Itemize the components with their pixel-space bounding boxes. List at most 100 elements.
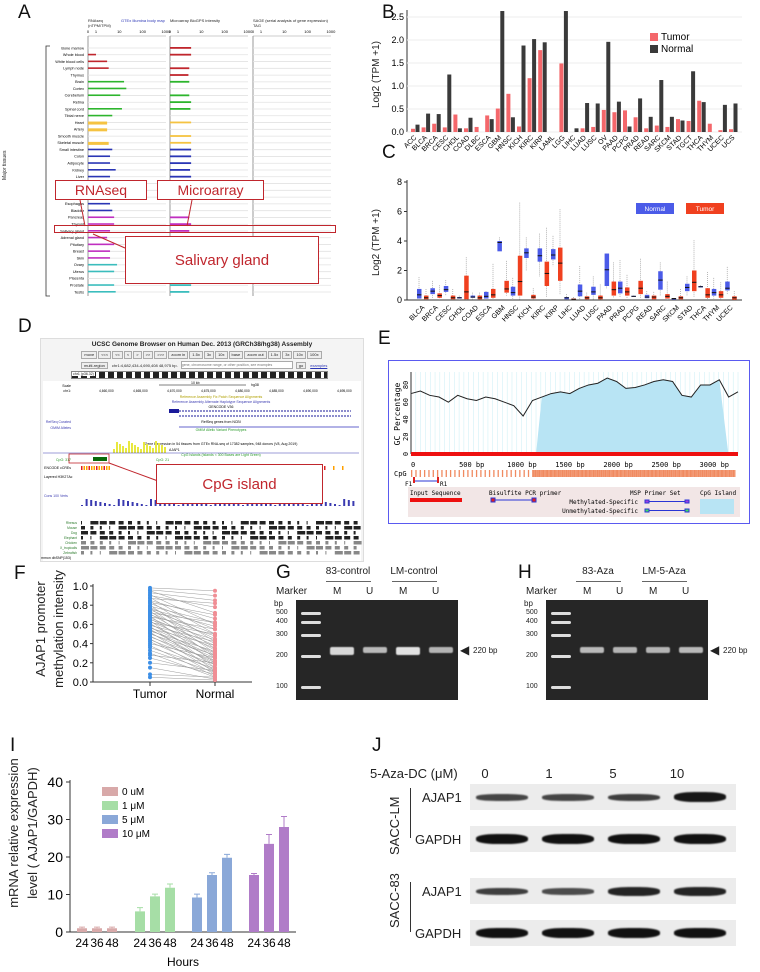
examples-link[interactable]: examples	[310, 362, 328, 368]
cons-bar	[205, 504, 208, 506]
cpg-site	[649, 470, 651, 477]
blot-strip	[470, 784, 736, 810]
msp-primer	[684, 499, 690, 504]
rnaseq-bar	[88, 243, 115, 246]
nav-button[interactable]: zoom out	[244, 351, 267, 359]
cpg-site	[696, 470, 698, 477]
alignment-block	[222, 531, 230, 535]
ladder-band	[551, 621, 571, 624]
nav-button[interactable]: 3x	[282, 351, 293, 359]
alignment-block	[297, 531, 306, 535]
cons-bar	[269, 504, 272, 506]
normal-point	[213, 678, 217, 683]
alignment-block	[316, 546, 323, 550]
alignment-block	[99, 526, 102, 530]
alignment-block	[118, 526, 127, 530]
alignment-block	[278, 521, 283, 525]
ladder-band	[551, 686, 571, 689]
nav-button[interactable]: 10x	[215, 351, 228, 359]
nav-button[interactable]: <	[123, 351, 133, 359]
microarray-bar	[170, 121, 192, 124]
cpg-site	[728, 470, 731, 477]
ladder-label: 100	[526, 683, 538, 690]
alignment-block	[193, 551, 201, 555]
pair-line	[149, 638, 216, 675]
legend-bisulfite: Bisulfite PCR primer	[489, 490, 562, 497]
cpg-site	[692, 470, 694, 477]
nav-button[interactable]: base	[228, 351, 244, 359]
pair-line	[149, 624, 216, 654]
cpg-site	[591, 470, 593, 477]
search-input[interactable]	[180, 361, 293, 369]
cons-bar	[301, 504, 304, 506]
pair-line	[149, 601, 216, 642]
y-tick-label: 0.8	[73, 600, 88, 612]
track-description: RefSeq genes from NCBI	[201, 420, 241, 424]
cpg-site	[635, 470, 638, 477]
nav-button[interactable]: <<	[112, 351, 123, 359]
nav-button[interactable]: 100x	[306, 351, 322, 359]
ladder-label: 400	[526, 618, 538, 625]
alignment-block	[297, 551, 302, 555]
alignment-block	[259, 536, 267, 540]
cpg-site	[684, 470, 686, 477]
box-tumor	[692, 270, 697, 292]
bar-normal	[500, 11, 505, 132]
legend-msp: MSP Primer Set	[630, 490, 681, 497]
cpg-site	[580, 470, 582, 477]
nav-button[interactable]: >>>	[154, 351, 168, 359]
alignment-block	[193, 536, 200, 540]
alignment-block	[156, 546, 165, 550]
alignment-block	[90, 536, 92, 540]
alignment-block	[278, 546, 282, 550]
pair-line	[149, 587, 216, 592]
nav-button[interactable]: zoom in	[168, 351, 189, 359]
nav-button[interactable]: 10x	[293, 351, 306, 359]
alignment-block	[99, 546, 106, 550]
cpg-site	[595, 470, 597, 477]
microarray-bar	[170, 169, 191, 171]
alignment-block	[165, 541, 170, 545]
nav-button[interactable]: 1.5x	[189, 351, 203, 359]
nav-button[interactable]: 3x	[203, 351, 215, 359]
rnaseq-bar	[88, 80, 125, 83]
cons-bar	[242, 505, 244, 506]
legend-bisulfite-primer	[490, 497, 496, 503]
bar-tumor	[718, 130, 723, 132]
cpg-site	[599, 470, 601, 477]
tissue-label: Bladder	[71, 209, 85, 213]
cons-bar	[265, 503, 267, 506]
nav-button[interactable]: move	[81, 351, 98, 359]
multi-region-button[interactable]: multi-region	[81, 361, 108, 369]
tissue-label: Thyroid	[71, 223, 84, 227]
cpg-site	[538, 470, 541, 477]
alignment-block	[344, 531, 348, 535]
nav-button[interactable]: 1.5x	[267, 351, 282, 359]
x-tick-label: 36	[262, 936, 276, 950]
cell-line-label: SACC-LM	[387, 796, 402, 855]
nav-buttons: move <<< << < > >> >>> zoom in 1.5x 3x 10x base zoom…	[41, 349, 363, 359]
cpg-site	[653, 470, 655, 477]
bar	[77, 928, 87, 932]
nav-button[interactable]: <<<	[98, 351, 112, 359]
lane-label: M	[333, 586, 342, 597]
pair-line	[149, 632, 216, 664]
nav-button[interactable]: >>	[142, 351, 154, 359]
go-button[interactable]: go	[295, 361, 307, 369]
bar-normal	[415, 124, 420, 132]
rnaseq-bar	[88, 94, 121, 97]
y-tick-label: 0	[55, 924, 63, 940]
cell-line-bracket	[410, 788, 411, 838]
legend-swatch	[650, 33, 658, 41]
alignment-block	[99, 541, 103, 545]
y-tick-label: 0.6	[73, 619, 88, 631]
bar-tumor	[421, 127, 426, 132]
nav-button[interactable]: >	[133, 351, 142, 359]
alignment-block	[334, 531, 339, 535]
pair-line	[149, 595, 216, 608]
box-normal	[591, 286, 596, 295]
pair-line	[149, 621, 216, 649]
chromosome-ideogram[interactable]: chr1 (p36.32)	[71, 371, 328, 379]
cpg-site	[716, 470, 718, 477]
bar-normal	[691, 71, 696, 132]
